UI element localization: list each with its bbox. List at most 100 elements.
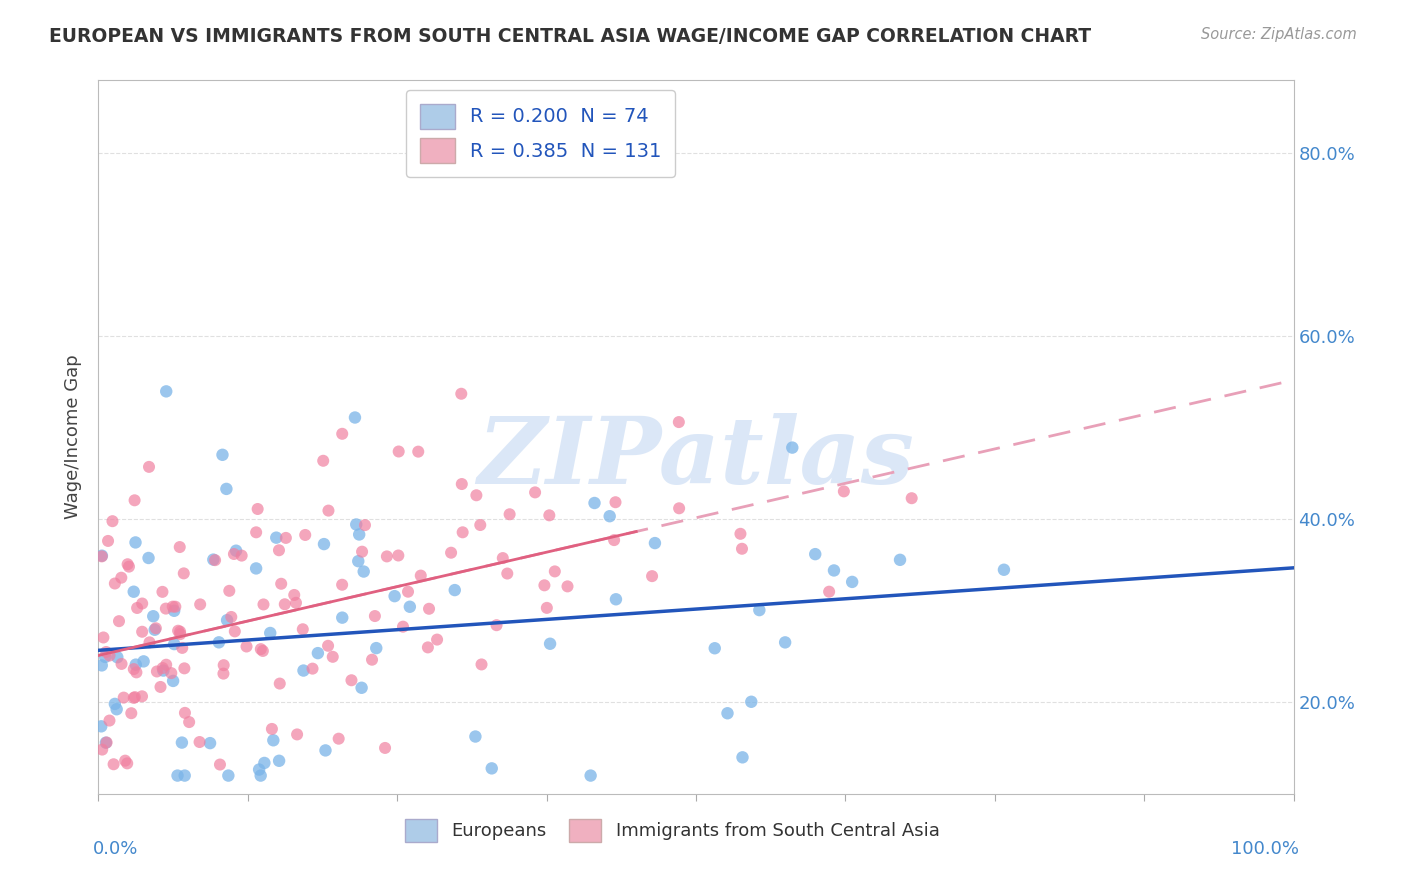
Point: [496, 566, 519, 581]
Point: [322, 649, 344, 664]
Point: [579, 768, 602, 782]
Point: [120, 706, 142, 721]
Point: [485, 618, 508, 632]
Point: [132, 654, 155, 668]
Point: [142, 609, 165, 624]
Point: [114, 754, 136, 768]
Point: [557, 579, 579, 593]
Point: [841, 574, 863, 589]
Point: [224, 624, 246, 639]
Point: [225, 543, 247, 558]
Point: [110, 571, 132, 585]
Point: [111, 805, 134, 820]
Point: [398, 599, 420, 614]
Point: [246, 502, 269, 516]
Point: [124, 690, 146, 705]
Point: [152, 664, 174, 678]
Point: [328, 731, 350, 746]
Point: [350, 681, 373, 695]
Point: [294, 528, 316, 542]
Point: [169, 540, 191, 554]
Point: [217, 768, 239, 782]
Point: [138, 551, 160, 566]
Point: [215, 482, 238, 496]
Point: [98, 714, 121, 728]
Point: [118, 559, 141, 574]
Point: [149, 680, 172, 694]
Point: [188, 735, 211, 749]
Point: [260, 722, 283, 736]
Point: [247, 763, 270, 777]
Point: [274, 531, 297, 545]
Point: [174, 706, 197, 720]
Point: [138, 459, 160, 474]
Point: [97, 533, 120, 548]
Point: [291, 622, 314, 636]
Point: [330, 426, 353, 441]
Point: [211, 448, 233, 462]
Point: [179, 714, 201, 729]
Point: [314, 743, 336, 757]
Point: [307, 646, 329, 660]
Point: [131, 597, 153, 611]
Point: [396, 584, 419, 599]
Point: [217, 613, 239, 627]
Point: [274, 597, 297, 611]
Point: [103, 757, 125, 772]
Point: [716, 706, 738, 721]
Point: [900, 491, 922, 506]
Point: [416, 640, 439, 655]
Point: [451, 525, 474, 540]
Point: [361, 653, 384, 667]
Point: [101, 514, 124, 528]
Point: [347, 527, 370, 541]
Point: [90, 658, 112, 673]
Point: [173, 768, 195, 782]
Point: [343, 410, 366, 425]
Point: [91, 742, 114, 756]
Point: [409, 568, 432, 582]
Point: [533, 578, 555, 592]
Point: [249, 642, 271, 657]
Point: [605, 592, 627, 607]
Point: [93, 631, 115, 645]
Point: [162, 673, 184, 688]
Point: [155, 657, 177, 672]
Point: [245, 525, 267, 540]
Point: [198, 736, 221, 750]
Point: [90, 549, 112, 563]
Point: [218, 583, 240, 598]
Point: [536, 600, 558, 615]
Point: [599, 509, 621, 524]
Point: [160, 666, 183, 681]
Point: [804, 547, 827, 561]
Point: [122, 662, 145, 676]
Point: [773, 635, 796, 649]
Point: [208, 757, 231, 772]
Point: [173, 661, 195, 675]
Point: [221, 610, 243, 624]
Point: [312, 454, 335, 468]
Point: [112, 690, 135, 705]
Point: [167, 624, 190, 638]
Point: [703, 641, 725, 656]
Point: [731, 750, 754, 764]
Point: [353, 565, 375, 579]
Point: [538, 508, 561, 523]
Point: [138, 635, 160, 649]
Point: [668, 501, 690, 516]
Point: [292, 664, 315, 678]
Point: [127, 601, 149, 615]
Point: [105, 702, 128, 716]
Point: [117, 558, 139, 572]
Point: [173, 566, 195, 581]
Y-axis label: Wage/Income Gap: Wage/Income Gap: [65, 355, 83, 519]
Point: [105, 650, 128, 665]
Text: 100.0%: 100.0%: [1232, 840, 1299, 858]
Point: [170, 736, 193, 750]
Point: [212, 666, 235, 681]
Point: [212, 658, 235, 673]
Point: [269, 754, 291, 768]
Point: [354, 518, 377, 533]
Point: [166, 768, 188, 782]
